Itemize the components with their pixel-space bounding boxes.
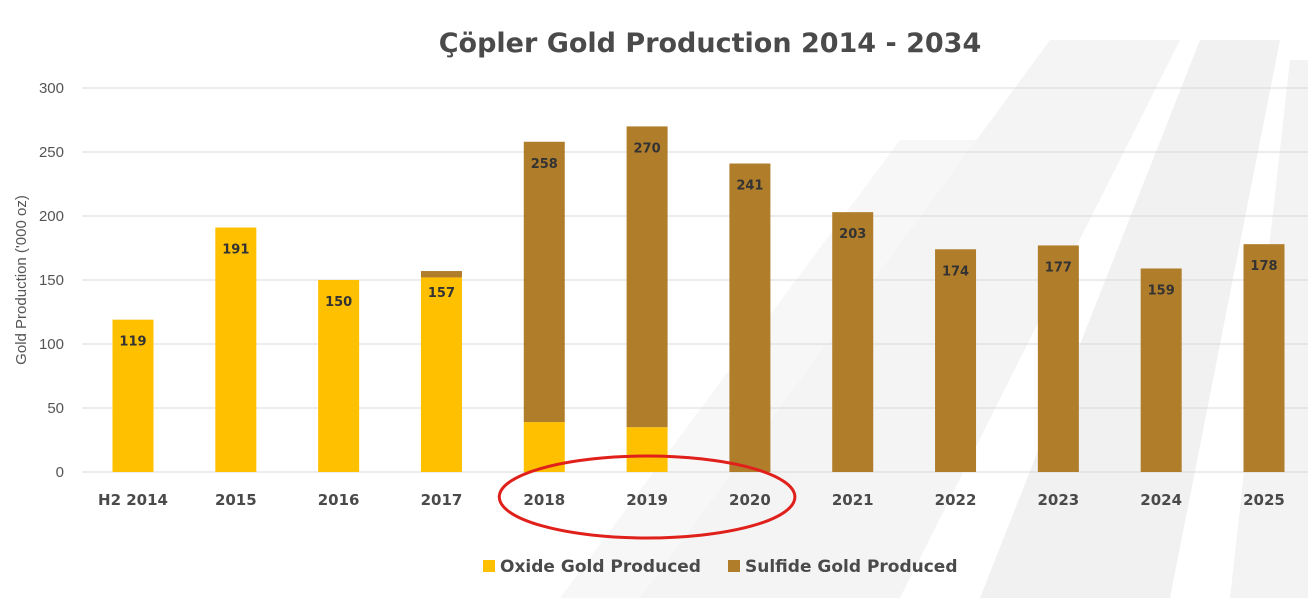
- oxide-bar-h2-2014: [112, 319, 154, 472]
- data-label-2024: 159: [1148, 283, 1175, 298]
- legend-label-sulfide: Sulfide Gold Produced: [745, 557, 958, 577]
- x-category-label: 2016: [318, 491, 360, 509]
- sulfide-bar-2018: [523, 141, 565, 423]
- legend: Oxide Gold Produced Sulfide Gold Produced: [483, 557, 958, 577]
- x-category-label: 2023: [1037, 491, 1079, 509]
- x-category-label: 2019: [626, 491, 668, 509]
- bars: [112, 126, 1285, 472]
- data-label-2017: 157: [428, 286, 455, 301]
- sulfide-bar-2017: [420, 271, 462, 278]
- x-category-label: 2015: [215, 491, 257, 509]
- y-tick-label: 50: [47, 400, 64, 417]
- data-label-2019: 270: [634, 141, 661, 156]
- data-label-2016: 150: [325, 295, 352, 310]
- oxide-bar-2019: [626, 427, 668, 472]
- x-category-label: H2 2014: [98, 491, 168, 509]
- chart-title: Çöpler Gold Production 2014 - 2034: [439, 28, 982, 59]
- legend-label-oxide: Oxide Gold Produced: [500, 557, 701, 577]
- highlight-ellipse: [497, 454, 797, 540]
- data-label-2022: 174: [942, 264, 969, 279]
- background-decoration: [560, 40, 1308, 598]
- x-category-label: 2020: [729, 491, 771, 509]
- y-axis-ticks: 0 50 100 150 200 250 300: [39, 80, 64, 481]
- y-axis-label: Gold Production ('000 oz): [13, 195, 30, 365]
- data-labels: 119 191 150 157 258 270 241 203 174 177 159 178: [119, 141, 1277, 349]
- oxide-bar-2017: [420, 277, 462, 472]
- legend-swatch-sulfide: [728, 560, 740, 572]
- data-label-2023: 177: [1045, 260, 1072, 275]
- data-label-2021: 203: [839, 227, 866, 242]
- oxide-bar-2015: [215, 227, 257, 472]
- sulfide-bar-2023: [1037, 245, 1079, 472]
- x-category-label: 2024: [1140, 491, 1182, 509]
- y-tick-label: 200: [39, 208, 64, 225]
- x-axis-categories: H2 2014 2015 2016 2017 2018 2019 2020 2021 2022 2…: [98, 491, 1285, 509]
- data-label-2025: 178: [1250, 259, 1277, 274]
- legend-swatch-oxide: [483, 560, 495, 572]
- x-category-label: 2022: [935, 491, 977, 509]
- y-tick-label: 250: [39, 144, 64, 161]
- sulfide-bar-2025: [1243, 244, 1285, 472]
- x-category-label: 2018: [523, 491, 565, 509]
- x-category-label: 2025: [1243, 491, 1285, 509]
- y-tick-label: 150: [39, 272, 64, 289]
- y-tick-label: 300: [39, 80, 64, 97]
- data-label-2020: 241: [736, 179, 763, 194]
- x-category-label: 2021: [832, 491, 874, 509]
- data-label-h2-2014: 119: [119, 335, 146, 350]
- sulfide-bar-2020: [729, 163, 771, 472]
- data-label-2015: 191: [222, 243, 249, 258]
- highlight-annotation: [497, 454, 797, 540]
- data-label-2018: 258: [531, 157, 558, 172]
- sulfide-bar-2022: [935, 249, 977, 472]
- y-tick-label: 0: [56, 464, 64, 481]
- sulfide-bar-2021: [832, 212, 874, 472]
- oxide-bar-2016: [318, 280, 360, 472]
- y-tick-label: 100: [39, 336, 64, 353]
- grid-lines: [82, 87, 1308, 473]
- sulfide-bar-2024: [1140, 268, 1182, 472]
- x-category-label: 2017: [421, 491, 463, 509]
- sulfide-bar-2019: [626, 126, 668, 428]
